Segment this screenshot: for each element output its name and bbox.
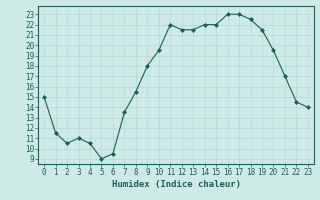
X-axis label: Humidex (Indice chaleur): Humidex (Indice chaleur) [111, 180, 241, 189]
